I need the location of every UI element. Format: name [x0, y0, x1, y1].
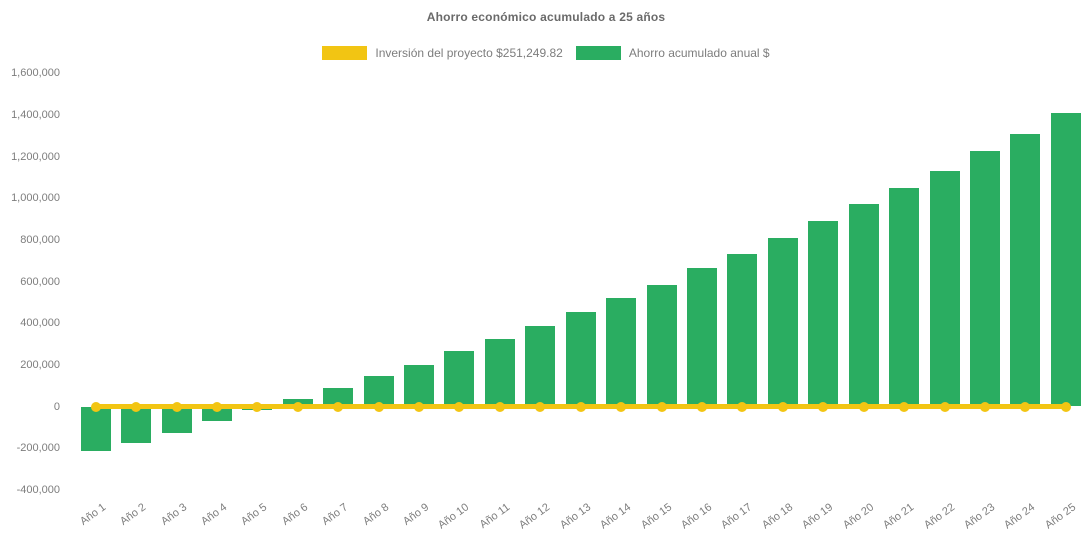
y-axis-label: -400,000	[16, 483, 60, 496]
y-axis-label: 1,400,000	[11, 108, 60, 121]
bar-ano-23[interactable]	[969, 151, 1000, 407]
y-axis-label: 1,200,000	[11, 150, 60, 163]
legend-swatch-ahorro	[575, 46, 621, 60]
investment-point-ano-23[interactable]	[979, 401, 990, 412]
bar-ano-2[interactable]	[121, 406, 152, 443]
legend-label-inversion: Inversión del proyecto $251,249.82	[375, 46, 563, 60]
x-axis-label: Año 2	[118, 501, 149, 528]
investment-point-ano-8[interactable]	[373, 401, 384, 412]
x-axis-label: Año 22	[921, 501, 957, 532]
x-axis-label: Año 12	[517, 501, 553, 532]
bar-ano-10[interactable]	[444, 351, 475, 407]
bar-ano-24[interactable]	[1010, 133, 1041, 407]
investment-point-ano-15[interactable]	[656, 401, 667, 412]
investment-point-ano-20[interactable]	[858, 401, 869, 412]
investment-point-ano-6[interactable]	[292, 401, 303, 412]
investment-point-ano-14[interactable]	[616, 401, 627, 412]
y-axis-label: 800,000	[20, 233, 60, 246]
bar-ano-25[interactable]	[1050, 112, 1081, 407]
bar-ano-15[interactable]	[646, 284, 677, 407]
bar-ano-4[interactable]	[201, 406, 232, 422]
bar-ano-21[interactable]	[889, 187, 920, 407]
bar-ano-8[interactable]	[363, 376, 394, 407]
chart-title: Ahorro económico acumulado a 25 años	[426, 10, 666, 24]
legend-item-ahorro[interactable]: Ahorro acumulado anual $	[575, 46, 770, 60]
y-axis-label: -200,000	[16, 442, 60, 455]
bar-ano-14[interactable]	[606, 298, 637, 407]
x-axis-label: Año 9	[400, 501, 432, 528]
bar-ano-9[interactable]	[404, 364, 435, 407]
x-axis-label: Año 1	[77, 501, 108, 528]
y-axis-label: 0	[53, 400, 60, 413]
investment-point-ano-7[interactable]	[333, 401, 344, 412]
investment-point-ano-9[interactable]	[414, 401, 425, 412]
x-axis-label: Año 19	[800, 501, 836, 532]
x-axis-label: Año 14	[598, 501, 634, 532]
investment-point-ano-21[interactable]	[899, 401, 910, 412]
y-axis-label: 400,000	[20, 317, 60, 330]
y-axis-label: 600,000	[20, 275, 60, 288]
investment-point-ano-1[interactable]	[90, 401, 101, 412]
bar-ano-12[interactable]	[525, 326, 556, 407]
bar-ano-17[interactable]	[727, 254, 758, 407]
bar-ano-20[interactable]	[848, 204, 879, 407]
investment-point-ano-22[interactable]	[939, 401, 950, 412]
investment-point-ano-24[interactable]	[1020, 401, 1031, 412]
bar-ano-11[interactable]	[484, 338, 515, 407]
x-axis-label: Año 8	[360, 501, 391, 528]
investment-point-ano-3[interactable]	[171, 401, 182, 412]
investment-point-ano-11[interactable]	[494, 401, 505, 412]
x-axis-label: Año 10	[436, 501, 472, 532]
investment-point-ano-4[interactable]	[211, 401, 222, 412]
bar-ano-22[interactable]	[929, 171, 960, 407]
x-axis-label: Año 20	[840, 501, 876, 532]
bar-ano-19[interactable]	[808, 221, 839, 407]
legend: Inversión del proyecto $251,249.82 Ahorr…	[0, 46, 1092, 60]
investment-point-ano-16[interactable]	[697, 401, 707, 412]
investment-point-ano-2[interactable]	[131, 401, 142, 412]
bar-ano-13[interactable]	[565, 311, 596, 407]
x-axis-label: Año 21	[881, 501, 917, 532]
investment-point-ano-18[interactable]	[777, 401, 788, 412]
x-axis-label: Año 24	[1002, 501, 1038, 532]
investment-point-ano-12[interactable]	[535, 401, 546, 412]
y-axis-label: 1,000,000	[11, 192, 60, 205]
legend-label-ahorro: Ahorro acumulado anual $	[628, 46, 770, 60]
investment-point-ano-13[interactable]	[575, 401, 586, 412]
legend-swatch-inversion	[322, 46, 368, 60]
x-axis-label: Año 13	[557, 501, 593, 532]
x-axis-label: Año 7	[320, 501, 351, 528]
x-axis-label: Año 15	[638, 501, 674, 532]
x-axis-label: Año 3	[158, 501, 189, 528]
x-axis-label: Año 23	[961, 501, 998, 532]
x-axis-label: Año 5	[239, 501, 270, 528]
bar-ano-18[interactable]	[767, 237, 798, 407]
x-axis-label: Año 25	[1042, 501, 1078, 532]
investment-point-ano-25[interactable]	[1060, 401, 1071, 412]
x-axis-label: Año 6	[279, 501, 311, 528]
investment-point-ano-5[interactable]	[252, 401, 263, 412]
bar-ano-16[interactable]	[687, 268, 717, 407]
x-axis-label: Año 4	[198, 501, 230, 528]
bar-ano-7[interactable]	[323, 387, 354, 407]
legend-item-inversion[interactable]: Inversión del proyecto $251,249.82	[322, 46, 563, 60]
x-axis-label: Año 11	[477, 501, 513, 531]
x-axis-label: Año 16	[678, 501, 715, 532]
x-axis-label: Año 17	[719, 501, 755, 532]
investment-point-ano-19[interactable]	[818, 401, 829, 412]
investment-point-ano-17[interactable]	[737, 401, 748, 412]
investment-point-ano-10[interactable]	[454, 401, 465, 412]
y-axis-label: 200,000	[20, 358, 60, 371]
bar-ano-1[interactable]	[80, 406, 111, 452]
y-axis-label: 1,600,000	[11, 67, 60, 80]
x-axis-label: Año 18	[759, 501, 796, 532]
